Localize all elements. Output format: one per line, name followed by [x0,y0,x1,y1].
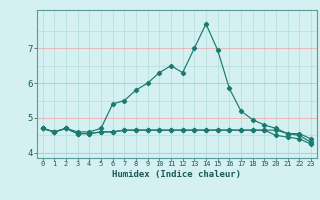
X-axis label: Humidex (Indice chaleur): Humidex (Indice chaleur) [112,170,241,179]
